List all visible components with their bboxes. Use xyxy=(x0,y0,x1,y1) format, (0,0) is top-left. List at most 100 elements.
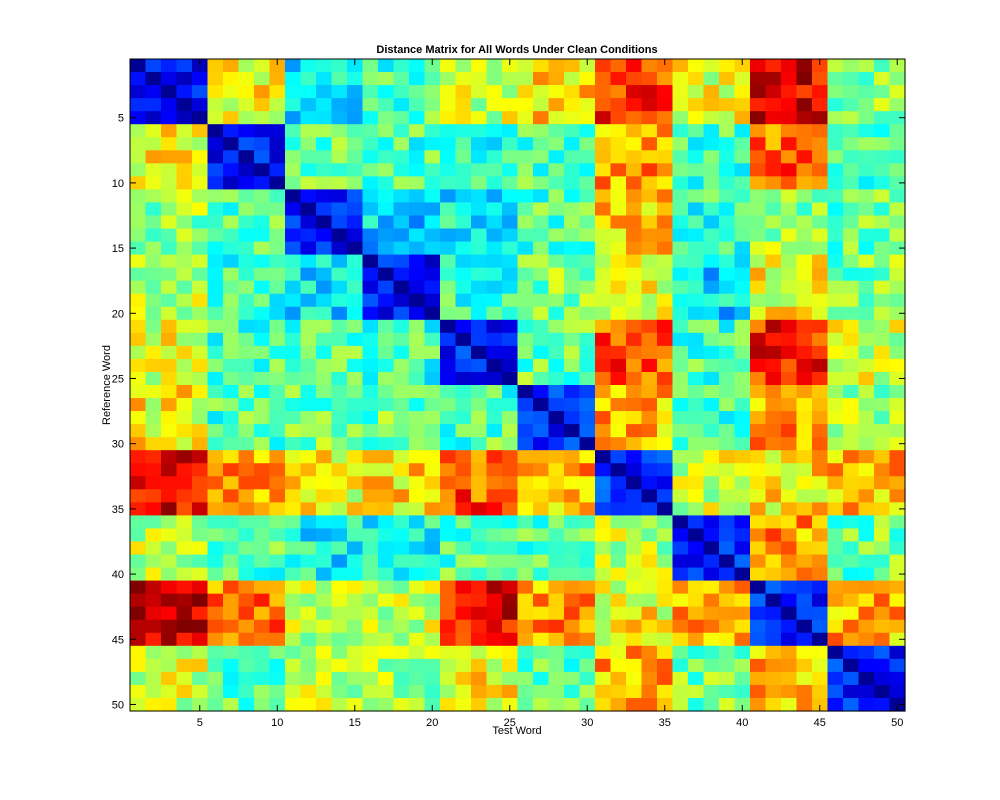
heatmap-cell xyxy=(781,398,798,412)
heatmap-cell xyxy=(703,280,720,295)
heatmap-cell xyxy=(657,163,674,177)
heatmap-cell xyxy=(641,267,658,282)
heatmap-cell xyxy=(641,580,658,595)
heatmap-cell xyxy=(409,358,426,373)
heatmap-cell xyxy=(409,554,426,569)
heatmap-cell xyxy=(750,658,767,673)
heatmap-cell xyxy=(858,398,875,412)
heatmap-cell xyxy=(843,489,860,503)
heatmap-cell xyxy=(161,345,178,360)
heatmap-cell xyxy=(796,684,813,699)
heatmap-cell xyxy=(238,697,255,712)
y-tick-label: 20 xyxy=(112,308,124,320)
x-tick-label: 5 xyxy=(197,717,203,729)
heatmap-cell xyxy=(796,202,813,217)
heatmap-cell xyxy=(858,189,875,204)
heatmap-cell xyxy=(843,72,860,86)
heatmap-cell xyxy=(750,645,767,660)
heatmap-cell xyxy=(765,59,782,73)
heatmap-cell xyxy=(424,332,441,347)
heatmap-cell xyxy=(285,332,302,347)
heatmap-cell xyxy=(579,72,596,86)
heatmap-cell xyxy=(889,267,906,282)
heatmap-cell xyxy=(207,411,224,425)
heatmap-cell xyxy=(300,489,317,503)
heatmap-cell xyxy=(393,476,410,490)
heatmap-cell xyxy=(579,385,596,399)
heatmap-cell xyxy=(207,567,224,582)
heatmap-cell xyxy=(657,567,674,582)
heatmap-cell xyxy=(440,215,457,230)
heatmap-cell xyxy=(765,424,782,438)
heatmap-cell xyxy=(300,332,317,347)
heatmap-cell xyxy=(440,98,457,112)
heatmap-cell xyxy=(889,489,906,503)
heatmap-cell xyxy=(455,567,472,582)
heatmap-cell xyxy=(610,619,627,634)
heatmap-cell xyxy=(362,267,379,282)
heatmap-cell xyxy=(223,411,240,425)
heatmap-cell xyxy=(207,345,224,360)
heatmap-cell xyxy=(734,450,751,464)
heatmap-cell xyxy=(207,358,224,373)
heatmap-cell xyxy=(595,463,612,477)
heatmap-cell xyxy=(223,332,240,347)
heatmap-cell xyxy=(300,72,317,86)
heatmap-cell xyxy=(672,580,689,595)
heatmap-cell xyxy=(796,697,813,712)
heatmap-cell xyxy=(657,98,674,112)
heatmap-cell xyxy=(223,424,240,438)
heatmap-cell xyxy=(641,241,658,256)
heatmap-cell xyxy=(579,267,596,282)
heatmap-cell xyxy=(734,528,751,543)
heatmap-cell xyxy=(610,606,627,621)
heatmap-cell xyxy=(610,293,627,308)
heatmap-cell xyxy=(874,385,891,399)
heatmap-cell xyxy=(827,411,844,425)
heatmap-cell xyxy=(827,528,844,543)
heatmap-cell xyxy=(719,567,736,582)
heatmap-cell xyxy=(347,567,364,582)
heatmap-cell xyxy=(626,215,643,230)
heatmap-cell xyxy=(734,671,751,686)
heatmap-cell xyxy=(595,345,612,360)
heatmap-cell xyxy=(455,241,472,256)
heatmap-cell xyxy=(812,606,829,621)
heatmap-cell xyxy=(672,306,689,321)
heatmap-cell xyxy=(471,671,488,686)
heatmap-cell xyxy=(362,137,379,151)
heatmap-cell xyxy=(207,267,224,282)
heatmap-cell xyxy=(843,463,860,477)
heatmap-cell xyxy=(781,476,798,490)
heatmap-cell xyxy=(889,411,906,425)
heatmap-cell xyxy=(502,645,519,660)
heatmap-cell xyxy=(548,593,565,608)
heatmap-cell xyxy=(688,163,705,177)
heatmap-cell xyxy=(378,345,395,360)
heatmap-cell xyxy=(843,671,860,686)
heatmap-cell xyxy=(827,398,844,412)
heatmap-cell xyxy=(781,163,798,177)
heatmap-cell xyxy=(812,202,829,217)
heatmap-cell xyxy=(765,202,782,217)
heatmap-cell xyxy=(889,515,906,530)
heatmap-cell xyxy=(827,593,844,608)
heatmap-cell xyxy=(626,137,643,151)
heatmap-cell xyxy=(874,476,891,490)
heatmap-cell xyxy=(517,215,534,230)
heatmap-cell xyxy=(331,606,348,621)
heatmap-cell xyxy=(440,606,457,621)
heatmap-cell xyxy=(595,437,612,451)
heatmap-cell xyxy=(316,502,333,516)
heatmap-cell xyxy=(393,463,410,477)
heatmap-cell xyxy=(347,150,364,164)
heatmap-cell xyxy=(176,137,193,151)
heatmap-cell xyxy=(579,697,596,712)
heatmap-cell xyxy=(393,398,410,412)
heatmap-cell xyxy=(858,671,875,686)
heatmap-cell xyxy=(564,267,581,282)
heatmap-cell xyxy=(285,345,302,360)
heatmap-cell xyxy=(192,306,209,321)
heatmap-cell xyxy=(533,228,550,243)
heatmap-cell xyxy=(486,306,503,321)
